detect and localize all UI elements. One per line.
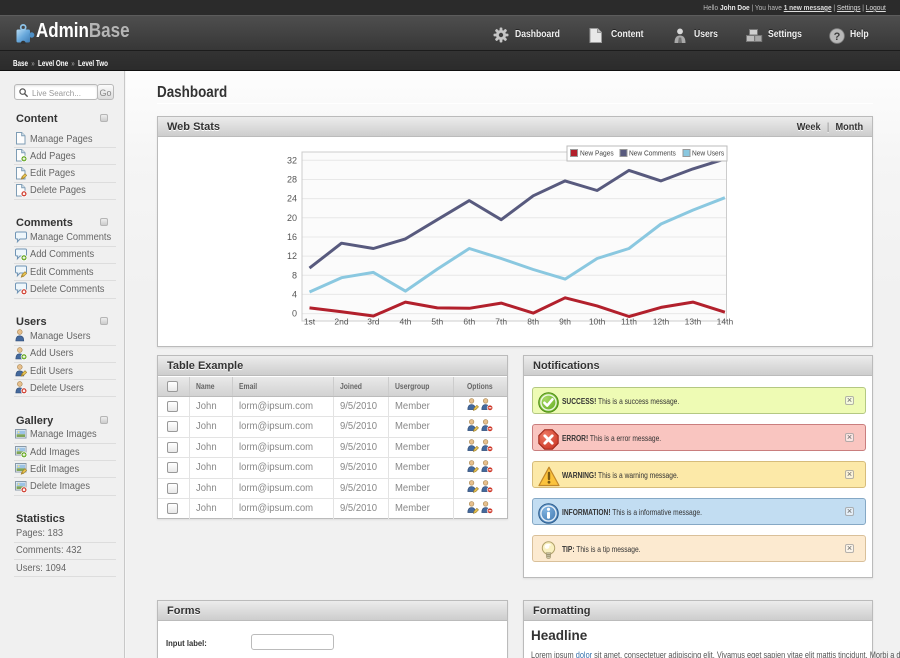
svg-text:?: ? [834, 31, 841, 43]
svg-text:16: 16 [287, 232, 297, 242]
svg-text:New Pages: New Pages [580, 150, 614, 157]
svg-text:8th: 8th [527, 317, 539, 327]
svg-text:11th: 11th [621, 317, 637, 327]
svg-text:20: 20 [287, 213, 297, 223]
svg-text:0: 0 [292, 309, 297, 319]
svg-text:6th: 6th [463, 317, 475, 327]
svg-text:14th: 14th [717, 317, 734, 327]
svg-text:7th: 7th [495, 317, 507, 327]
svg-text:8: 8 [292, 270, 297, 280]
svg-text:New Comments: New Comments [629, 150, 676, 157]
svg-text:32: 32 [287, 155, 297, 165]
svg-text:12th: 12th [653, 317, 670, 327]
svg-text:4: 4 [292, 289, 297, 299]
svg-text:24: 24 [287, 194, 297, 204]
svg-text:10th: 10th [589, 317, 606, 327]
svg-text:3rd: 3rd [367, 317, 380, 327]
svg-text:4th: 4th [399, 317, 411, 327]
svg-text:New Users: New Users [692, 150, 725, 157]
svg-text:1st: 1st [304, 317, 316, 327]
svg-text:12: 12 [287, 251, 297, 261]
svg-text:13th: 13th [685, 317, 702, 327]
svg-text:5th: 5th [431, 317, 443, 327]
svg-text:28: 28 [287, 175, 297, 185]
svg-text:2nd: 2nd [334, 317, 348, 327]
svg-text:9th: 9th [559, 317, 571, 327]
